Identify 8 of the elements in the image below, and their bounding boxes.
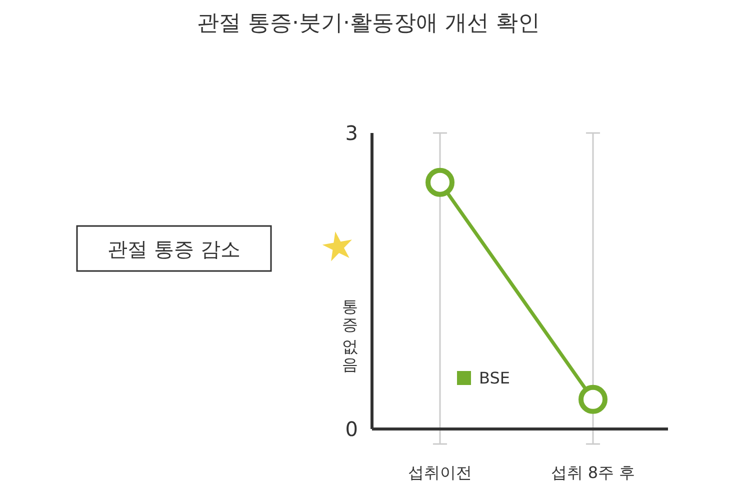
chart-title: 관절 통증·붓기·활동장애 개선 확인 xyxy=(197,11,540,36)
y-tick-label: 0 xyxy=(345,417,358,441)
y-axis-title: 통증 없음 xyxy=(342,297,358,374)
y-tick-label: 3 xyxy=(345,121,358,145)
x-tick-label: 섭취이전 xyxy=(408,463,472,482)
text: 관절 통증 감소 xyxy=(108,237,240,261)
legend-label: BSE xyxy=(479,368,510,388)
x-tick-label: 섭취 8주 후 xyxy=(550,463,636,482)
